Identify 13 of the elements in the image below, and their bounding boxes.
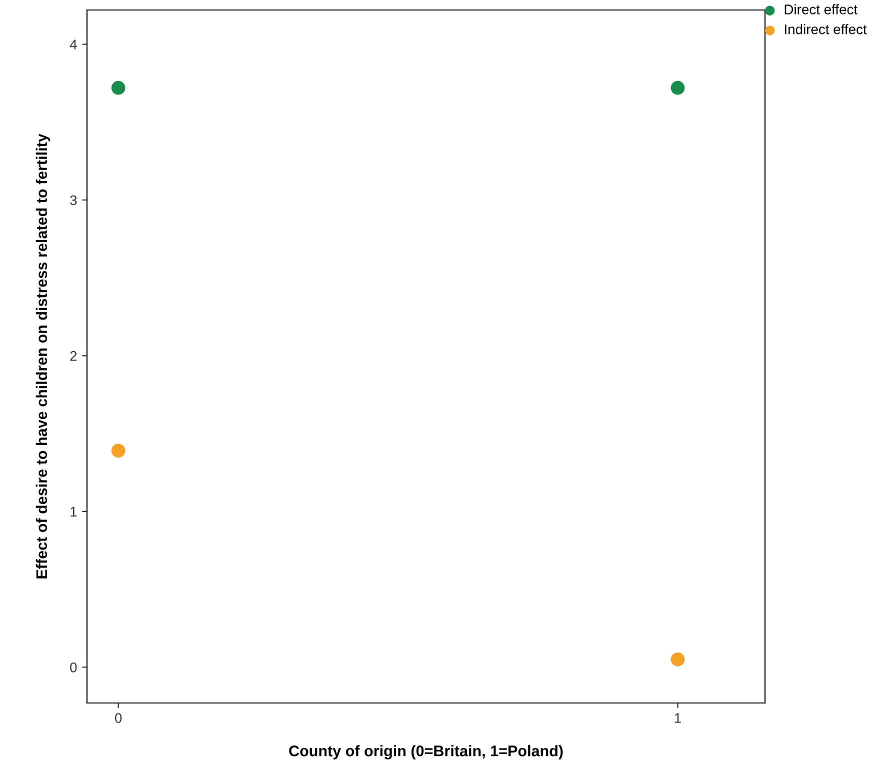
legend-label: Direct effect (784, 4, 858, 14)
y-tick-label: 3 (70, 195, 77, 206)
y-tick-label: 0 (70, 662, 77, 672)
point (670, 80, 685, 95)
point (111, 444, 126, 458)
y-tick-label: 1 (70, 506, 77, 516)
legend-label: Indirect effect (784, 24, 867, 34)
point (670, 652, 685, 666)
point (111, 80, 126, 95)
x-axis-title: County of origin (0=Britain, 1=Poland) (289, 745, 563, 760)
y-tick-label: 4 (70, 40, 77, 50)
y-tick-label: 2 (70, 351, 77, 361)
y-axis-title: Effect of desire to have children on distress related to fertility (36, 134, 50, 578)
